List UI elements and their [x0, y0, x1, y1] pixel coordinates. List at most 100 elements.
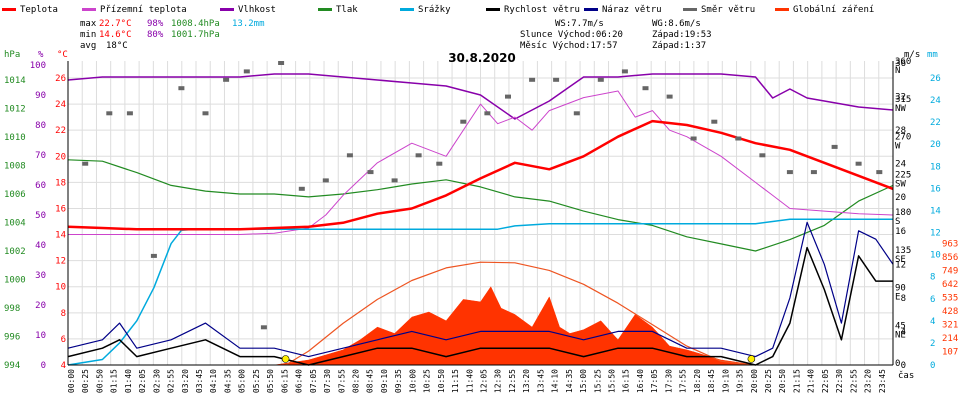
tick-pct: 50	[35, 211, 46, 221]
tick-dir-deg: 315	[895, 95, 911, 105]
tick-temp: 22	[55, 126, 66, 136]
wind-direction-point	[260, 325, 267, 330]
stat-avg-label: avg	[80, 41, 96, 51]
tick-pct: 30	[35, 271, 46, 281]
tick-dir-abbr: NE	[895, 330, 906, 340]
tick-pct: 80	[35, 121, 46, 131]
tick-time: 08:20	[351, 369, 360, 393]
chart-title: 30.8.2020	[448, 51, 516, 65]
tick-time: 18:20	[693, 369, 702, 393]
tick-dir-abbr: NW	[895, 104, 906, 114]
wind-direction-point	[666, 94, 673, 99]
wind-direction-point	[484, 111, 491, 116]
legend-swatch-7	[584, 8, 598, 11]
wind-direction-point	[460, 119, 467, 124]
wind-direction-point	[436, 161, 443, 166]
tick-time: 19:35	[736, 369, 745, 393]
wind-direction-point	[876, 170, 883, 175]
series-pressure	[67, 159, 894, 252]
tick-time: 15:50	[608, 369, 617, 393]
tick-time: 09:10	[380, 369, 389, 393]
tick-hpa: 994	[4, 361, 20, 371]
legend-label-9: Globální záření	[793, 5, 874, 15]
legend-swatch-8	[683, 8, 697, 11]
legend-swatch-3	[220, 8, 234, 11]
tick-hpa: 1012	[4, 105, 26, 115]
tick-ms: 28	[895, 126, 906, 136]
tick-mm: 20	[930, 140, 941, 150]
legend-swatch-5	[400, 8, 414, 11]
legend-swatch-2	[82, 8, 96, 11]
legend-swatch-9	[775, 8, 789, 11]
tick-dir-deg: 270	[895, 133, 911, 143]
series-clear-sky-radiation	[285, 261, 752, 366]
tick-mm: 16	[930, 184, 941, 194]
tick-mm: 18	[930, 162, 941, 172]
wind-direction-point	[202, 111, 209, 116]
tick-time: 04:10	[209, 369, 218, 393]
tick-time: 05:25	[252, 369, 261, 393]
tick-dir-abbr: SE	[895, 255, 906, 265]
tick-time: 10:25	[423, 369, 432, 393]
stat-wg: WG:8.6m/s	[652, 19, 701, 29]
tick-ms: 0	[901, 361, 906, 371]
tick-mm: 0	[930, 361, 935, 371]
wind-direction-point	[298, 186, 305, 191]
tick-wm2: 321	[942, 321, 958, 331]
wind-direction-point	[106, 111, 113, 116]
tick-dir-deg: 90	[895, 284, 906, 294]
tick-dir-abbr: SW	[895, 179, 906, 189]
axis-ms-unit: m/s	[904, 50, 920, 60]
wind-direction-point	[831, 144, 838, 149]
wind-direction-point	[810, 170, 817, 175]
tick-dir-abbr: E	[895, 293, 900, 303]
tick-dir-abbr: S	[895, 217, 900, 227]
tick-temp: 6	[61, 335, 66, 345]
legend-label-5: Srážky	[418, 5, 451, 15]
stat-sun: Slunce Východ:06:20	[520, 30, 623, 40]
series-temperature	[67, 119, 894, 231]
tick-wm2: 642	[942, 280, 958, 290]
wind-direction-point	[322, 178, 329, 183]
tick-dir-deg: 135	[895, 246, 911, 256]
tick-time: 15:25	[593, 369, 602, 393]
tick-hpa: 1000	[4, 276, 26, 286]
tick-time: 16:40	[636, 369, 645, 393]
stat-max-label: max	[80, 19, 97, 29]
stat-avg-temp: 18°C	[106, 41, 128, 51]
tick-mm: 6	[930, 295, 935, 305]
tick-wm2: 749	[942, 267, 958, 277]
stat-max-temp: 22.7°C	[99, 19, 132, 29]
legend-label-8: Směr větru	[701, 5, 755, 15]
series-ground-temperature	[68, 90, 894, 235]
series-wind-gust	[67, 221, 894, 358]
tick-mm: 8	[930, 273, 935, 283]
tick-dir-abbr: N	[895, 66, 900, 76]
series-wind-speed	[67, 246, 893, 366]
tick-mm: 10	[930, 251, 941, 261]
tick-ms: 4	[901, 327, 906, 337]
legend-label-3: Vlhkost	[238, 5, 276, 15]
tick-time: 00:25	[81, 369, 90, 393]
wind-direction-point	[786, 170, 793, 175]
tick-time: 12:55	[508, 369, 517, 393]
tick-dir-deg: 45	[895, 321, 906, 331]
tick-time: 14:10	[551, 369, 560, 393]
tick-time: 23:45	[878, 369, 887, 393]
tick-time: 21:15	[792, 369, 801, 393]
tick-dir-deg: 0	[895, 359, 900, 369]
series-precipitation	[67, 218, 893, 366]
tick-dir-deg: 360	[895, 57, 911, 67]
stat-moon-set: Západ:1:37	[652, 41, 706, 51]
axis-pct-unit: %	[38, 50, 44, 60]
tick-pct: 90	[35, 91, 46, 101]
tick-time: 22:05	[821, 369, 830, 393]
tick-temp: 12	[55, 257, 66, 267]
tick-time: 08:45	[366, 369, 375, 393]
tick-wm2: 107	[942, 348, 958, 358]
tick-ms: 12	[895, 260, 906, 270]
tick-time: 13:45	[536, 369, 545, 393]
wind-direction-point	[735, 136, 742, 141]
tick-ms: 24	[895, 160, 906, 170]
tick-time: 02:05	[138, 369, 147, 393]
